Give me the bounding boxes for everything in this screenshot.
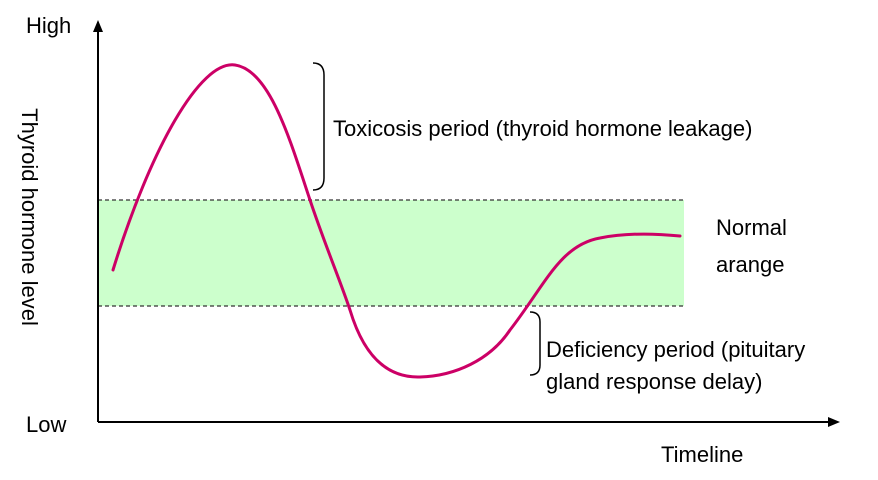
- y-axis-title: Thyroid hormone level: [17, 108, 42, 326]
- deficiency-bracket: [529, 311, 541, 376]
- toxicosis-label: Toxicosis period (thyroid hormone leakag…: [333, 116, 752, 141]
- normal-range-band: [98, 200, 684, 306]
- deficiency-label-line2: gland response delay): [546, 369, 762, 394]
- toxicosis-bracket: [312, 62, 325, 191]
- hormone-level-curve: [111, 63, 682, 379]
- deficiency-label-line1: Deficiency period (pituitary: [546, 337, 805, 362]
- y-low-label: Low: [26, 412, 66, 437]
- normal-range-label-line2: arange: [716, 252, 785, 277]
- y-axis-arrowhead: [93, 20, 103, 32]
- x-axis-title: Timeline: [661, 442, 743, 467]
- y-high-label: High: [26, 13, 71, 38]
- normal-range-label-line1: Normal: [716, 215, 787, 240]
- x-axis-arrowhead: [828, 417, 840, 427]
